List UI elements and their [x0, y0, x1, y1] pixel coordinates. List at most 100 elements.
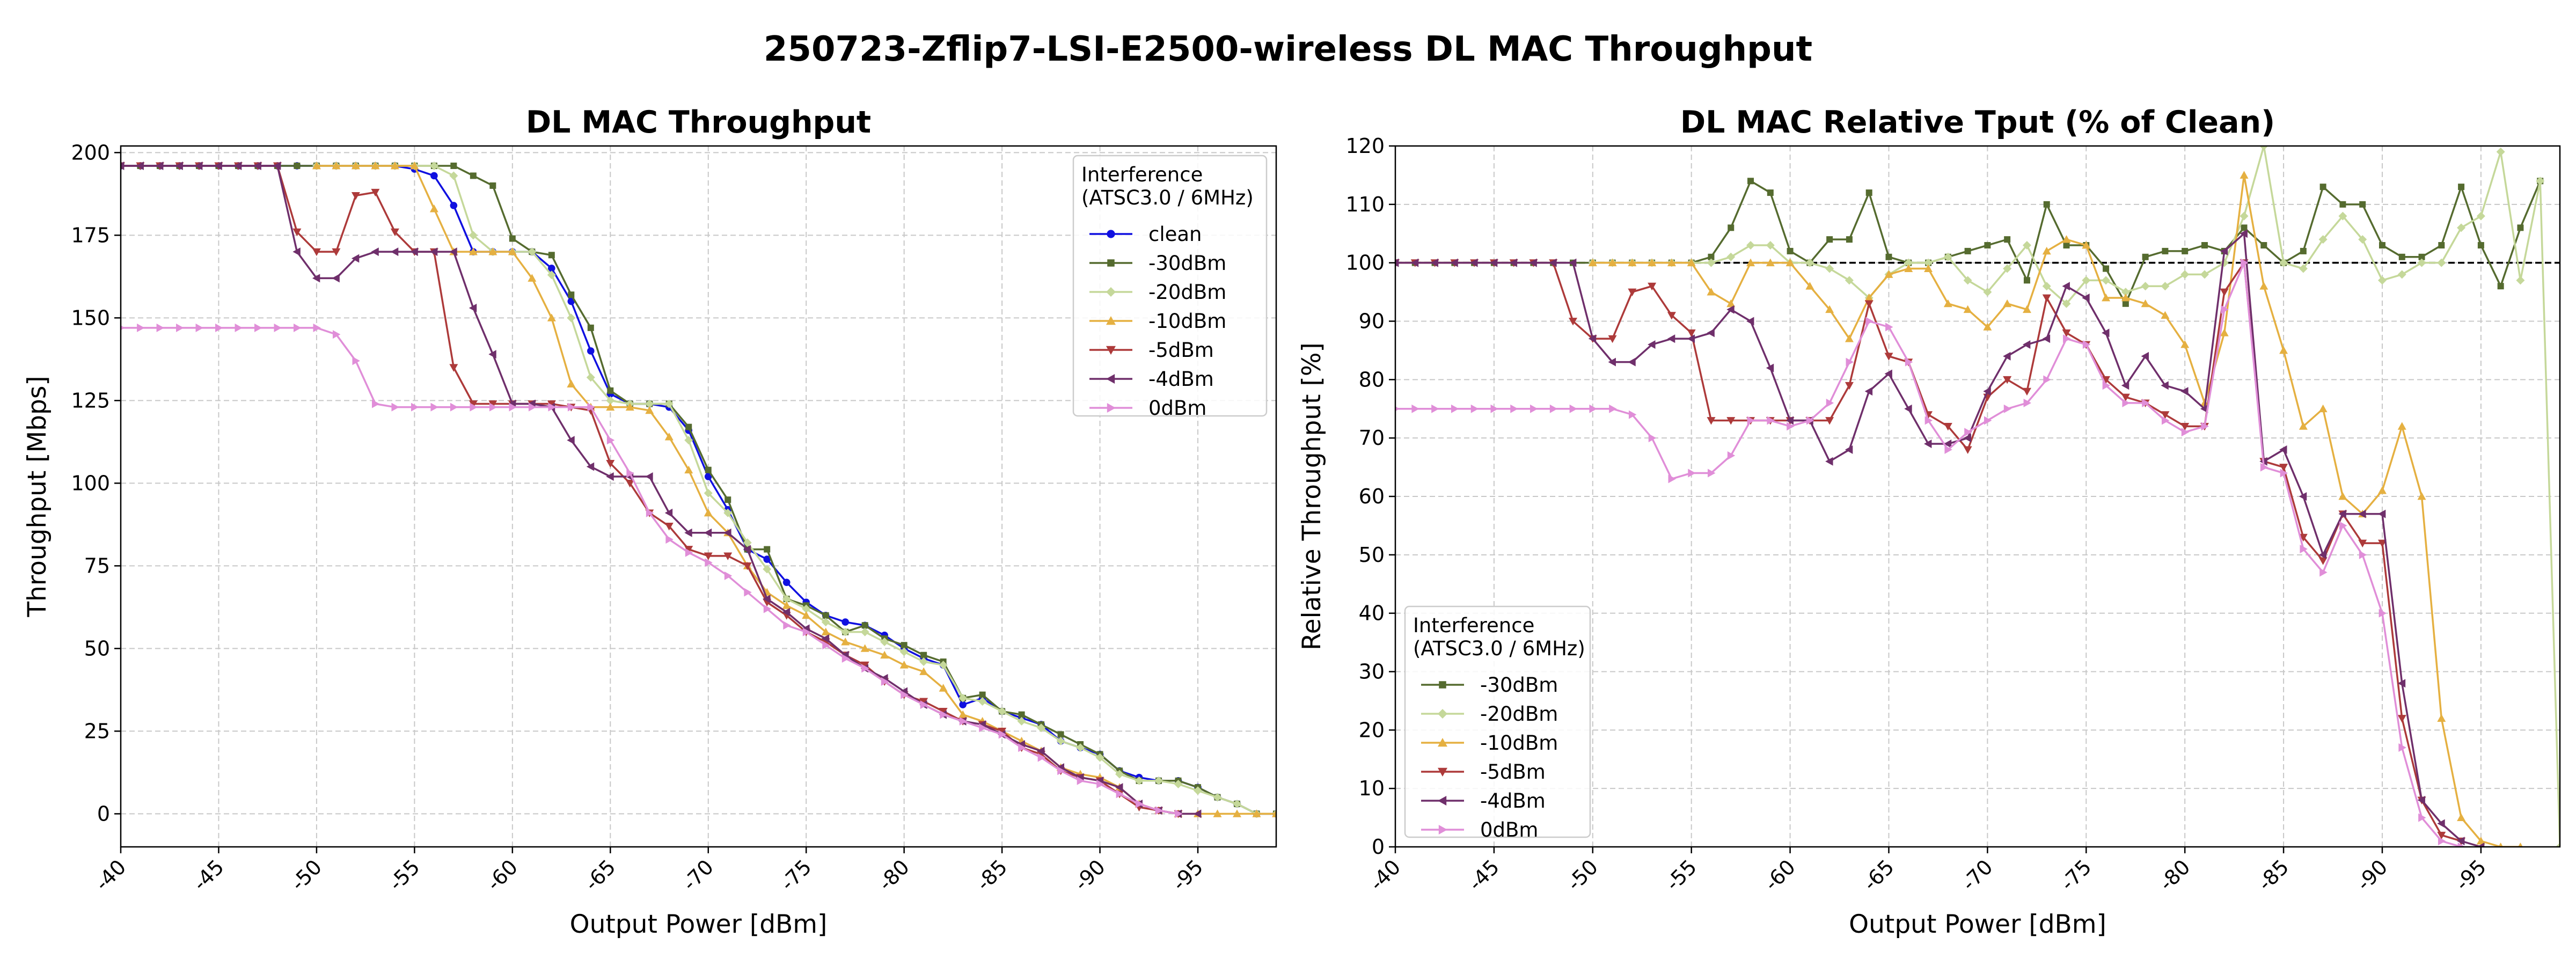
series-0dbm-point	[979, 723, 987, 733]
series-0dbm-point	[2023, 398, 2031, 407]
y-tick-label: 150	[71, 306, 110, 330]
series-30dbm-point	[2359, 201, 2366, 208]
series-10dbm-point	[1588, 258, 1597, 267]
series-20dbm-point	[1924, 258, 1933, 267]
y-tick-label: 30	[1359, 660, 1385, 684]
series-10dbm-point	[567, 379, 576, 387]
y-tick-label: 50	[84, 636, 110, 660]
series-20dbm-point	[2003, 264, 2012, 273]
series-30dbm-point	[2043, 201, 2050, 208]
series-4dbm-point	[2377, 509, 2386, 518]
legend-label: -5dBm	[1480, 760, 1546, 784]
series-30dbm-point	[861, 622, 868, 629]
legend-marker	[1107, 403, 1116, 413]
series-30dbm-point	[2142, 253, 2149, 260]
series-4dbm-point	[1194, 809, 1202, 818]
series-4dbm-point	[2457, 837, 2465, 846]
series-0dbm-point	[1395, 406, 1400, 412]
series-10dbm-point	[841, 638, 850, 646]
series-20dbm-point	[2082, 276, 2091, 285]
chart2-series	[1395, 146, 2560, 847]
series-0dbm-point	[822, 641, 830, 650]
series-10dbm-point	[1667, 258, 1676, 267]
series-0dbm-point	[2398, 743, 2406, 752]
series-0dbm-point	[411, 402, 419, 412]
y-tick-label: 50	[1359, 543, 1385, 567]
series-0dbm-point	[2457, 843, 2466, 847]
series-30dbm-point	[1747, 178, 1754, 185]
series-0dbm-point	[1609, 404, 1617, 413]
series-20dbm-point	[2022, 241, 2031, 250]
series-30dbm-point	[2398, 253, 2405, 260]
series-30dbm-point	[1964, 247, 1971, 254]
series-10dbm-point	[371, 161, 380, 170]
series-4dbm-point	[704, 528, 712, 537]
series-0dbm-point	[156, 323, 164, 332]
series-4dbm-point	[684, 528, 692, 537]
series-0dbm-point	[137, 323, 145, 332]
series-30dbm-point	[1767, 189, 1774, 196]
series-4dbm-point	[586, 462, 595, 471]
series-5dbm-point	[1608, 335, 1617, 343]
series-4dbm-point	[1489, 258, 1498, 267]
series-20dbm-point	[606, 396, 615, 405]
series-0dbm-point	[1846, 357, 1854, 367]
series-0dbm-point	[1984, 416, 1992, 425]
series-20dbm-point	[1845, 276, 1854, 285]
series-4dbm-point	[821, 634, 830, 643]
series-30dbm-point	[2477, 242, 2484, 249]
x-tick-label: -70	[1957, 855, 1997, 895]
series-4dbm-point	[723, 528, 731, 537]
series-0dbm-point	[333, 330, 341, 339]
series-5dbm-point	[2102, 376, 2111, 384]
series-20dbm-point	[1904, 258, 1913, 267]
x-tick-label: -95	[2450, 855, 2491, 895]
series-20dbm-point	[2279, 258, 2288, 267]
legend-marker	[1438, 738, 1447, 747]
series-10dbm-point	[1963, 305, 1972, 313]
series-4dbm-point	[2240, 229, 2248, 238]
series-20dbm-point	[1174, 779, 1183, 788]
series-4dbm-point	[1924, 440, 1932, 449]
series-4dbm-point	[1395, 258, 1399, 267]
series-30dbm-point	[2379, 242, 2385, 249]
series-10dbm-point	[2259, 282, 2268, 290]
series-0dbm-point	[2201, 422, 2209, 431]
legend-marker	[1438, 709, 1447, 719]
series-0dbm-point	[450, 402, 458, 412]
series-20dbm-point	[1825, 264, 1834, 273]
series-20dbm-point	[429, 161, 438, 170]
series-clean-point	[782, 579, 791, 586]
series-10dbm-point	[704, 508, 713, 517]
series-0dbm-point	[1747, 416, 1755, 425]
series-20dbm-point	[2318, 235, 2328, 244]
series-10dbm-point	[2022, 305, 2031, 313]
series-0dbm-point	[489, 402, 497, 412]
series-20dbm-point	[645, 399, 654, 408]
series-10dbm-point	[2417, 492, 2426, 500]
series-10dbm-point	[958, 710, 968, 718]
series-20dbm-point	[2556, 843, 2560, 847]
legend-label: -10dBm	[1148, 310, 1226, 333]
series-20dbm-point	[1056, 736, 1065, 745]
series-5dbm-point	[371, 188, 380, 197]
series-4dbm-point	[1726, 305, 1735, 314]
series-0dbm-point	[1490, 404, 1498, 413]
series-clean-point	[763, 555, 771, 563]
series-10dbm-point	[2240, 171, 2249, 179]
figure-title: 250723-Zflip7-LSI-E2500-wireless DL MAC …	[763, 30, 1813, 69]
series-4dbm-point	[332, 274, 340, 283]
series-0dbm-point	[176, 323, 184, 332]
series-0dbm-point	[1787, 422, 1795, 431]
series-4dbm-point	[2003, 352, 2011, 361]
series-10dbm-point	[2003, 299, 2012, 308]
y-tick-label: 80	[1359, 368, 1385, 391]
series-4dbm-point	[1766, 363, 1774, 372]
series-4dbm-point	[1785, 416, 1794, 425]
series-20dbm-point	[880, 638, 889, 647]
chart1: -40 -45 -50 -55 -60 -65 -70 -75 -80 -85 -90 -95 0 25 5…	[23, 105, 1277, 939]
legend-label: -4dBm	[1480, 789, 1546, 813]
series-0dbm-point	[1668, 474, 1676, 484]
series-4dbm-point	[1037, 747, 1045, 756]
series-4dbm-point	[2121, 381, 2129, 390]
